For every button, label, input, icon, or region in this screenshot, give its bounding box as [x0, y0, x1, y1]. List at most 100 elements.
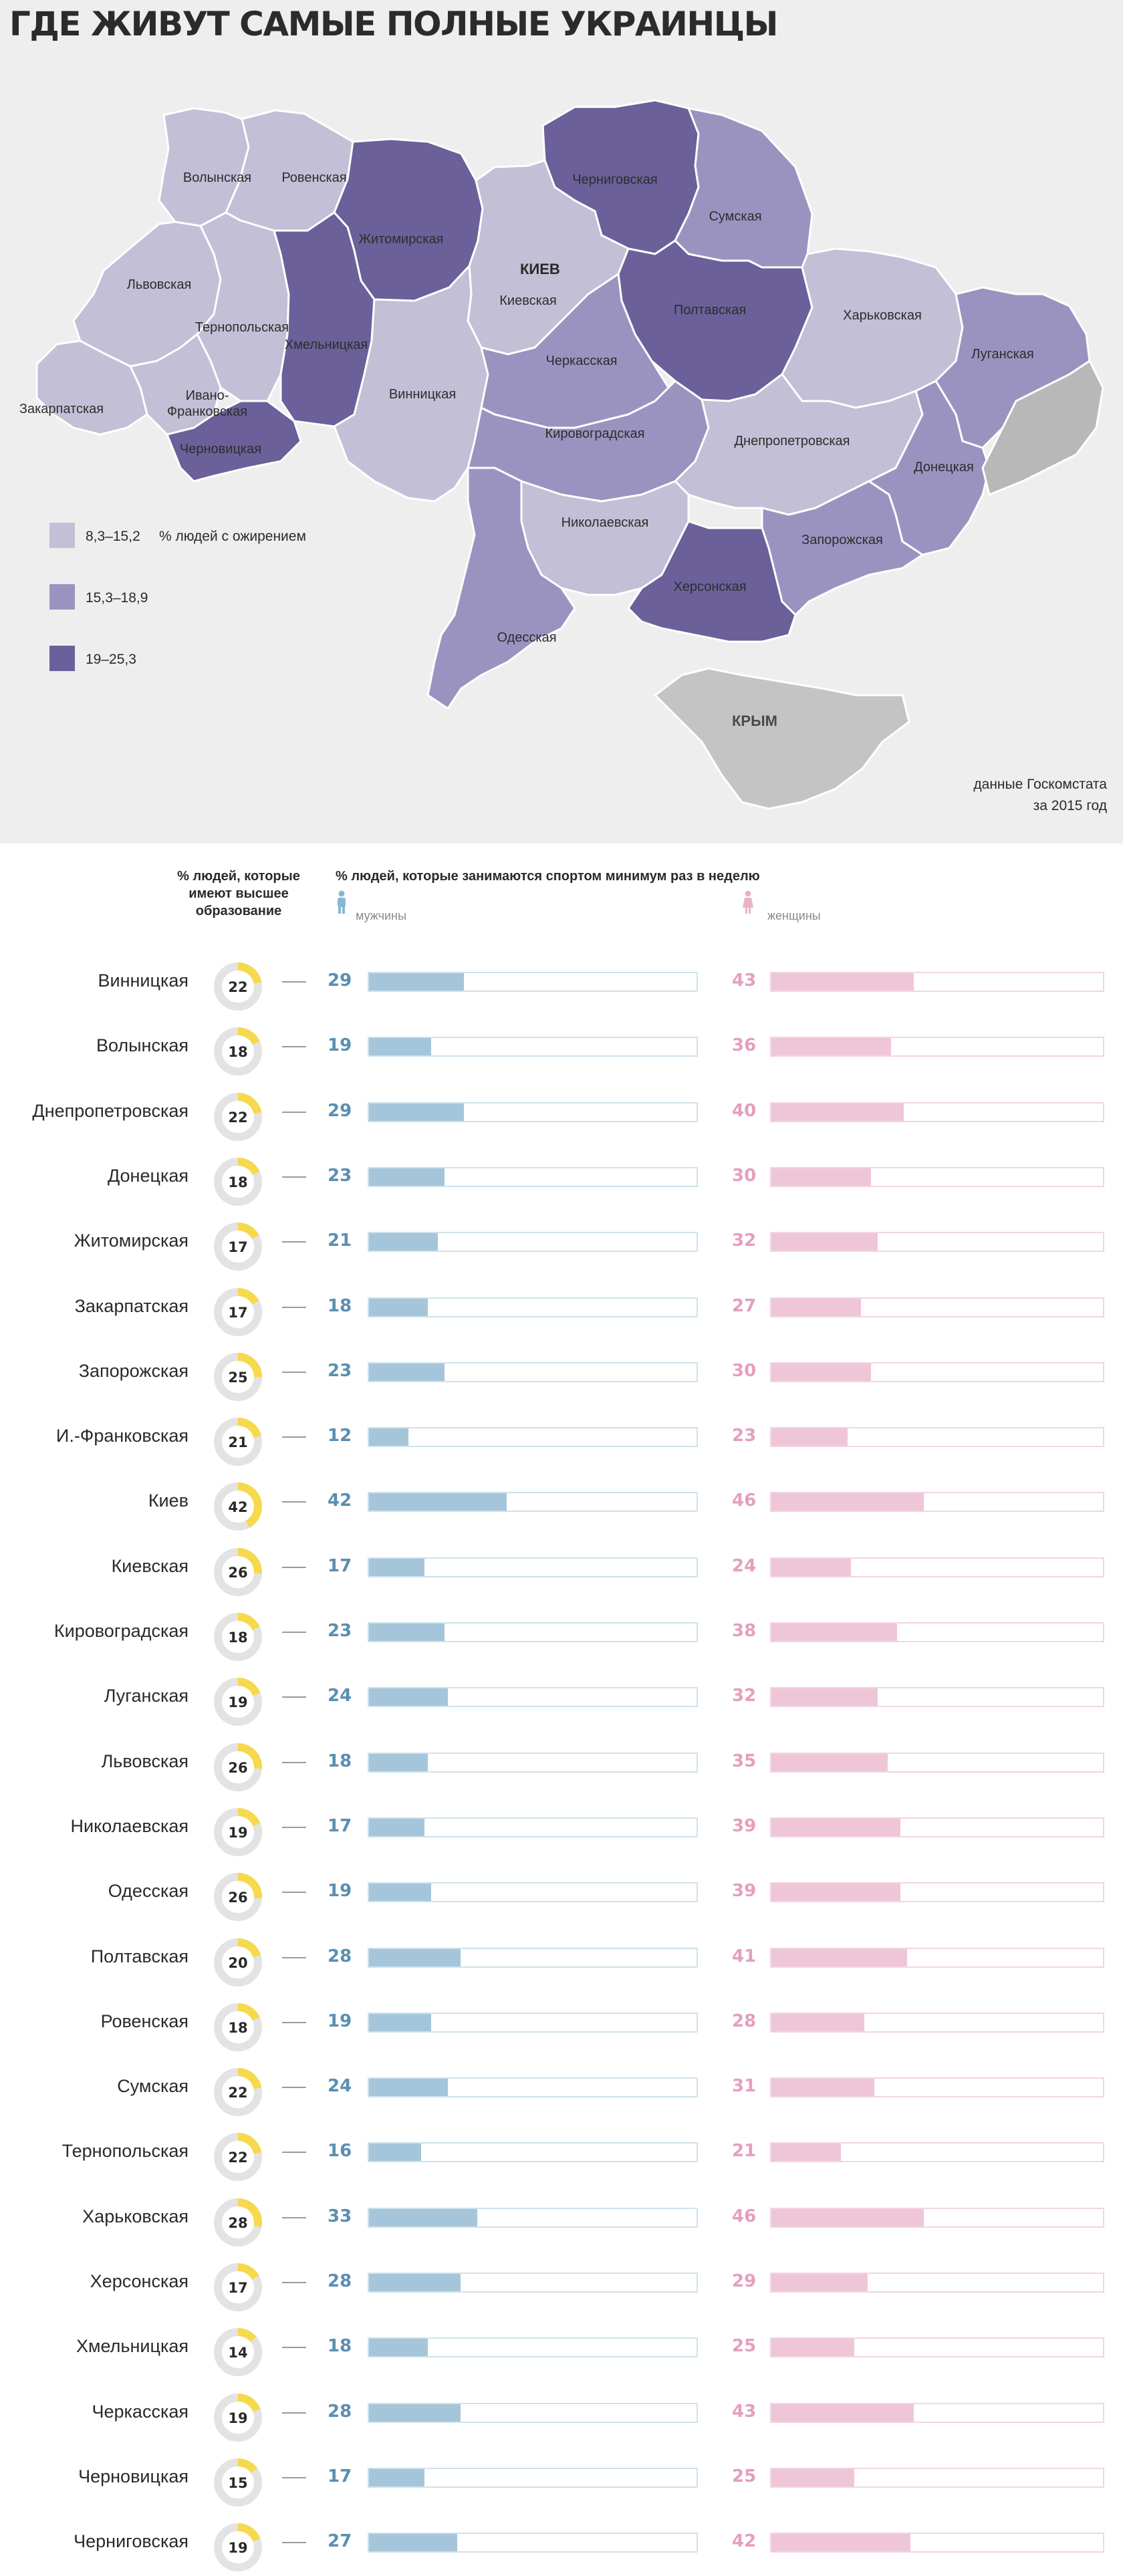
women-bar-track [770, 2533, 1104, 2553]
men-bar-track [368, 1817, 698, 1837]
men-bar-track [368, 2077, 698, 2098]
education-value: 18 [228, 1630, 247, 1646]
separator-dash [282, 1696, 306, 1698]
women-value: 27 [732, 1295, 757, 1316]
region-label: Полтавская [674, 303, 746, 317]
legend-swatch [49, 646, 75, 671]
men-bar [369, 2404, 461, 2422]
education-donut: 18 [214, 1157, 262, 1206]
table-row: Харьковская 28 33 46 [0, 2197, 1123, 2246]
men-bar-track [368, 2533, 698, 2553]
region-name: Ровенская [100, 2011, 189, 2031]
donut-arc [214, 1483, 262, 1531]
women-bar-track [770, 2012, 1104, 2033]
table-row: Одесская 26 19 39 [0, 1872, 1123, 1922]
donut-hole [223, 2402, 253, 2433]
women-bar [771, 2468, 854, 2486]
women-bar [771, 1103, 904, 1121]
men-bar [369, 2339, 428, 2357]
region-label: Черновицкая [180, 442, 261, 457]
grey-areas [653, 359, 1104, 810]
men-bar [369, 1233, 438, 1251]
donut-arc [214, 1938, 262, 1986]
men-value: 18 [328, 2336, 352, 2357]
men-value: 21 [328, 1231, 352, 1251]
education-value: 26 [228, 1890, 247, 1906]
women-bar [771, 2013, 864, 2031]
table-row: Киевская 26 17 24 [0, 1547, 1123, 1596]
separator-dash [282, 1761, 306, 1763]
donut-arc [214, 1807, 262, 1856]
women-bar [771, 1884, 901, 1902]
men-bar-track [368, 2273, 698, 2293]
table-row: Черниговская 19 27 42 [0, 2522, 1123, 2572]
women-value: 31 [732, 2076, 757, 2097]
women-value: 32 [732, 1686, 757, 1706]
separator-dash [282, 1892, 306, 1894]
source-note: данные Госкомстата за 2015 год [973, 774, 1107, 817]
donut-arc [214, 1352, 262, 1401]
women-bar [771, 1818, 901, 1836]
education-value: 22 [228, 979, 247, 995]
region-label: Винницкая [389, 387, 456, 402]
men-value: 28 [328, 1946, 352, 1966]
men-bar-track [368, 2337, 698, 2358]
men-value: 27 [328, 2531, 352, 2552]
women-bar [771, 2339, 854, 2357]
men-bar [369, 1038, 432, 1056]
region-label: Ивано- [186, 388, 229, 403]
region-label: Ровенская [281, 170, 346, 185]
women-bar-track [770, 972, 1104, 992]
donut-hole [223, 1946, 253, 1978]
women-bar [771, 2274, 868, 2291]
men-bar-track [368, 1232, 698, 1253]
donut-arc [214, 1222, 262, 1271]
women-bar-track [770, 1622, 1104, 1642]
men-value: 12 [328, 1426, 352, 1446]
donut-hole [223, 2532, 253, 2563]
education-donut: 28 [214, 2198, 262, 2246]
men-bar-track [368, 1102, 698, 1122]
education-donut: 22 [214, 2133, 262, 2182]
region-chernivetska [166, 400, 302, 483]
men-bar [369, 1624, 445, 1641]
donut-hole [223, 2142, 253, 2173]
separator-dash [282, 2542, 306, 2544]
region-name: Черкасская [92, 2401, 189, 2422]
legend-label: 19–25,3 [86, 652, 136, 667]
men-bar [369, 1103, 465, 1121]
separator-dash [282, 1956, 306, 1958]
men-value: 24 [328, 2076, 352, 2097]
table-row: И.-Франковская 21 12 23 [0, 1416, 1123, 1466]
source-line-2: за 2015 год [1033, 798, 1107, 813]
region-label: Житомирская [359, 232, 444, 247]
donut-arc [214, 2198, 262, 2246]
donut-arc [214, 1873, 262, 1922]
separator-dash [282, 1436, 306, 1438]
donut-hole [223, 1751, 253, 1783]
women-value: 39 [732, 1815, 757, 1836]
donut-arc [214, 1547, 262, 1596]
men-value: 19 [328, 1881, 352, 1902]
men-bar-track [368, 1687, 698, 1708]
education-value: 28 [228, 2215, 247, 2231]
region-name: Волынская [96, 1035, 189, 1056]
men-value: 42 [328, 1491, 352, 1511]
women-bar [771, 1624, 898, 1641]
education-donut: 42 [214, 1483, 262, 1531]
women-value: 42 [732, 2531, 757, 2552]
source-line-1: данные Госкомстата [973, 777, 1107, 792]
region-khersonska [627, 520, 797, 643]
men-bar-track [368, 1622, 698, 1642]
separator-dash [282, 1241, 306, 1243]
women-bar [771, 2079, 874, 2097]
region-label: Черкасская [545, 354, 617, 368]
women-bar-track [770, 2273, 1104, 2293]
women-bar [771, 1233, 878, 1251]
separator-dash [282, 1306, 306, 1308]
region-name: Донецкая [107, 1165, 189, 1186]
donut-hole [223, 1036, 253, 1067]
education-donut: 26 [214, 1873, 262, 1922]
region-label: Херсонская [673, 579, 746, 594]
education-donut: 26 [214, 1547, 262, 1596]
